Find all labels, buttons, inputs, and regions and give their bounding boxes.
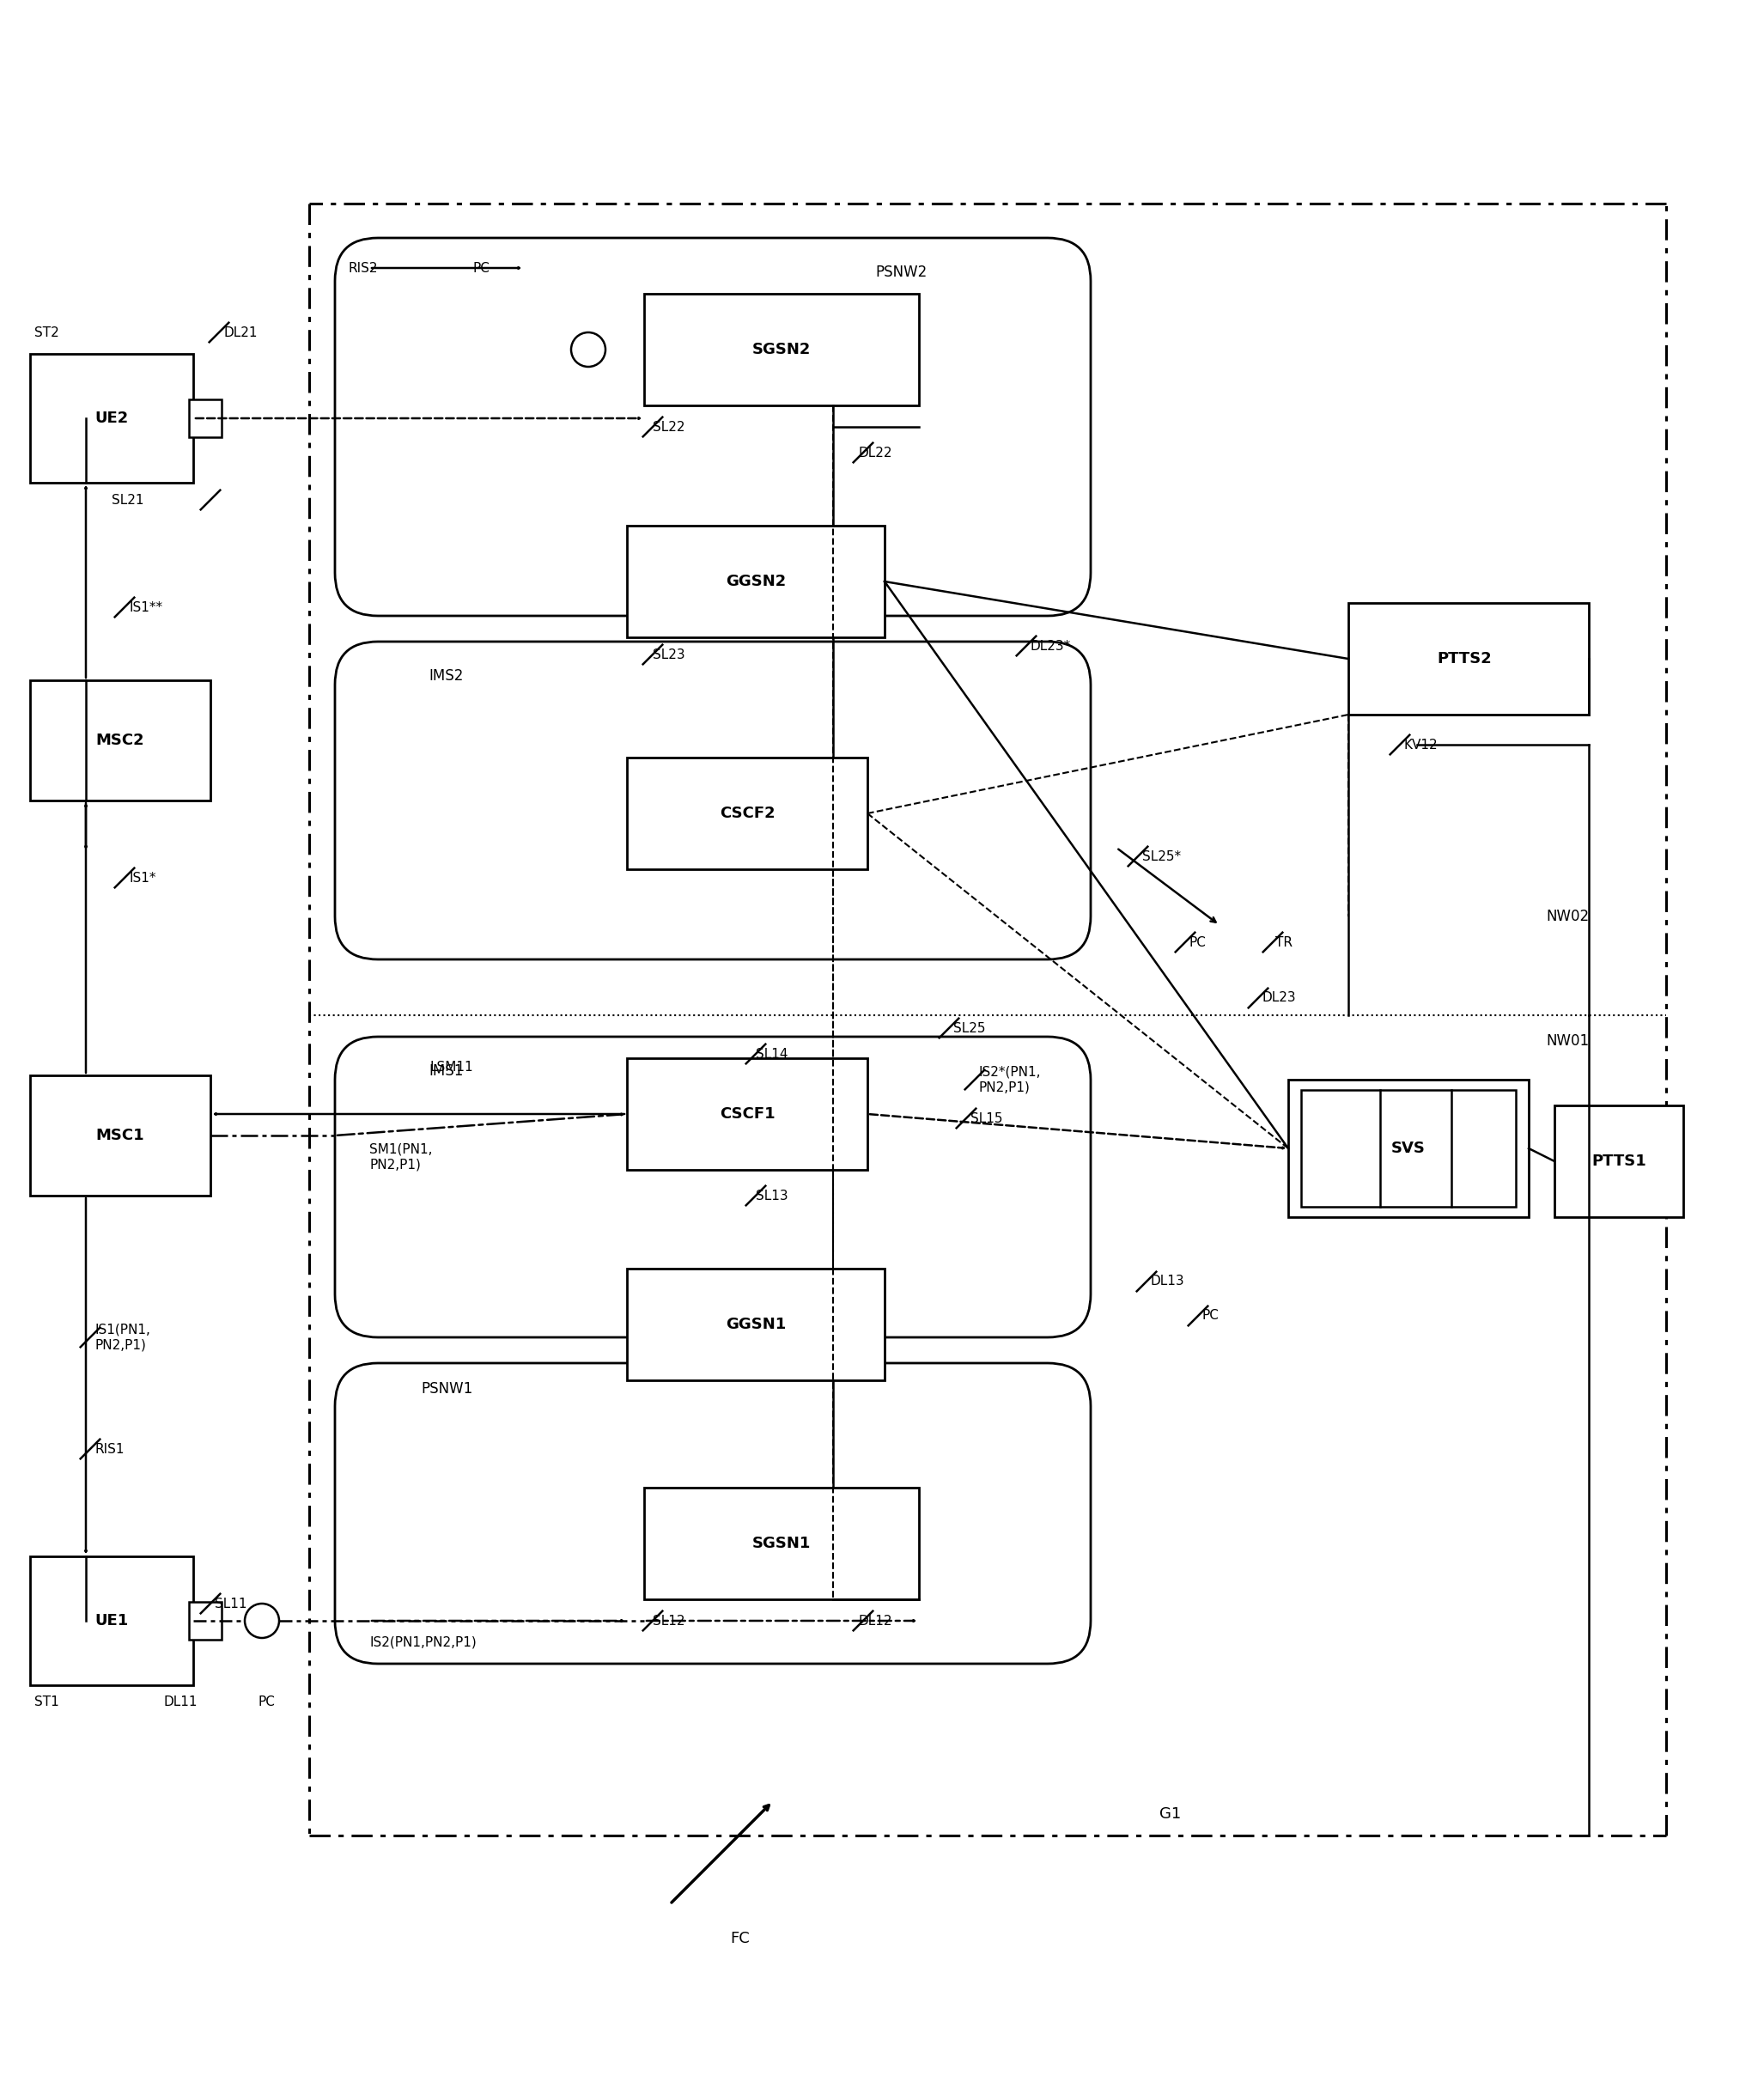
Text: PSNW1: PSNW1: [420, 1381, 473, 1397]
FancyBboxPatch shape: [335, 239, 1090, 617]
Text: IS1*: IS1*: [129, 872, 155, 884]
Text: SL25: SL25: [953, 1021, 986, 1034]
Text: PC: PC: [1203, 1310, 1219, 1322]
Text: SL12: SL12: [653, 1615, 684, 1628]
Text: PTTS2: PTTS2: [1438, 652, 1492, 666]
Bar: [626, 1268, 884, 1381]
Bar: [644, 1488, 919, 1599]
Text: UE2: UE2: [95, 411, 129, 426]
Text: RIS1: RIS1: [95, 1443, 123, 1455]
Bar: [30, 1557, 194, 1686]
Text: LSM11: LSM11: [429, 1061, 473, 1073]
Text: PC: PC: [258, 1696, 275, 1709]
Text: DL22: DL22: [859, 446, 893, 459]
Bar: [30, 681, 210, 801]
Bar: [189, 1603, 222, 1640]
Bar: [30, 353, 194, 484]
Text: GGSN1: GGSN1: [725, 1316, 787, 1333]
Text: GGSN2: GGSN2: [725, 573, 787, 590]
Text: UE1: UE1: [95, 1613, 129, 1628]
Bar: [1288, 1080, 1529, 1217]
Text: FC: FC: [730, 1931, 750, 1947]
Text: RIS2: RIS2: [348, 262, 377, 274]
Text: SL23: SL23: [653, 648, 684, 660]
FancyBboxPatch shape: [335, 1036, 1090, 1337]
Text: SL25*: SL25*: [1143, 849, 1180, 864]
FancyBboxPatch shape: [335, 1364, 1090, 1663]
Bar: [30, 1075, 210, 1196]
Bar: [1348, 602, 1589, 714]
Text: SL15: SL15: [970, 1113, 1002, 1125]
Bar: [1554, 1104, 1683, 1217]
Text: NW01: NW01: [1545, 1034, 1589, 1048]
Text: IS1(PN1,
PN2,P1): IS1(PN1, PN2,P1): [95, 1322, 150, 1351]
Text: DL12: DL12: [859, 1615, 893, 1628]
Text: G1: G1: [1159, 1806, 1182, 1823]
Text: SL22: SL22: [653, 421, 684, 434]
Text: SL11: SL11: [215, 1596, 247, 1611]
Text: IMS2: IMS2: [429, 668, 464, 683]
Text: SGSN1: SGSN1: [751, 1536, 811, 1551]
Text: IMS1: IMS1: [429, 1063, 464, 1080]
FancyBboxPatch shape: [335, 641, 1090, 959]
Bar: [189, 399, 222, 438]
Text: PC: PC: [473, 262, 489, 274]
Text: MSC1: MSC1: [95, 1127, 145, 1144]
Text: DL23*: DL23*: [1030, 639, 1071, 652]
Text: DL13: DL13: [1150, 1275, 1185, 1287]
Text: TR: TR: [1275, 936, 1293, 949]
Text: SL14: SL14: [755, 1048, 789, 1061]
Text: NW02: NW02: [1545, 909, 1589, 924]
Text: ST2: ST2: [34, 326, 58, 338]
Bar: [626, 1059, 868, 1171]
Bar: [1302, 1090, 1515, 1206]
Bar: [626, 758, 868, 870]
Text: CSCF1: CSCF1: [720, 1107, 774, 1121]
Bar: [626, 525, 884, 637]
Text: DL11: DL11: [164, 1696, 198, 1709]
Text: IS1**: IS1**: [129, 600, 162, 614]
Text: PC: PC: [1189, 936, 1207, 949]
Text: SL21: SL21: [111, 494, 145, 507]
Text: ST1: ST1: [34, 1696, 58, 1709]
Text: DL23: DL23: [1263, 992, 1297, 1005]
Text: MSC2: MSC2: [95, 733, 145, 747]
Text: CSCF2: CSCF2: [720, 805, 774, 822]
Text: KV12: KV12: [1404, 739, 1438, 752]
Text: SL13: SL13: [755, 1190, 789, 1202]
Text: SVS: SVS: [1392, 1140, 1425, 1156]
Text: SGSN2: SGSN2: [751, 343, 811, 357]
Text: DL21: DL21: [224, 326, 258, 338]
Text: SM1(PN1,
PN2,P1): SM1(PN1, PN2,P1): [369, 1144, 432, 1171]
Bar: [644, 293, 919, 405]
Text: IS2*(PN1,
PN2,P1): IS2*(PN1, PN2,P1): [979, 1065, 1041, 1094]
Text: PTTS1: PTTS1: [1591, 1154, 1646, 1169]
Text: IS2(PN1,PN2,P1): IS2(PN1,PN2,P1): [369, 1636, 476, 1648]
Text: PSNW2: PSNW2: [877, 264, 928, 280]
